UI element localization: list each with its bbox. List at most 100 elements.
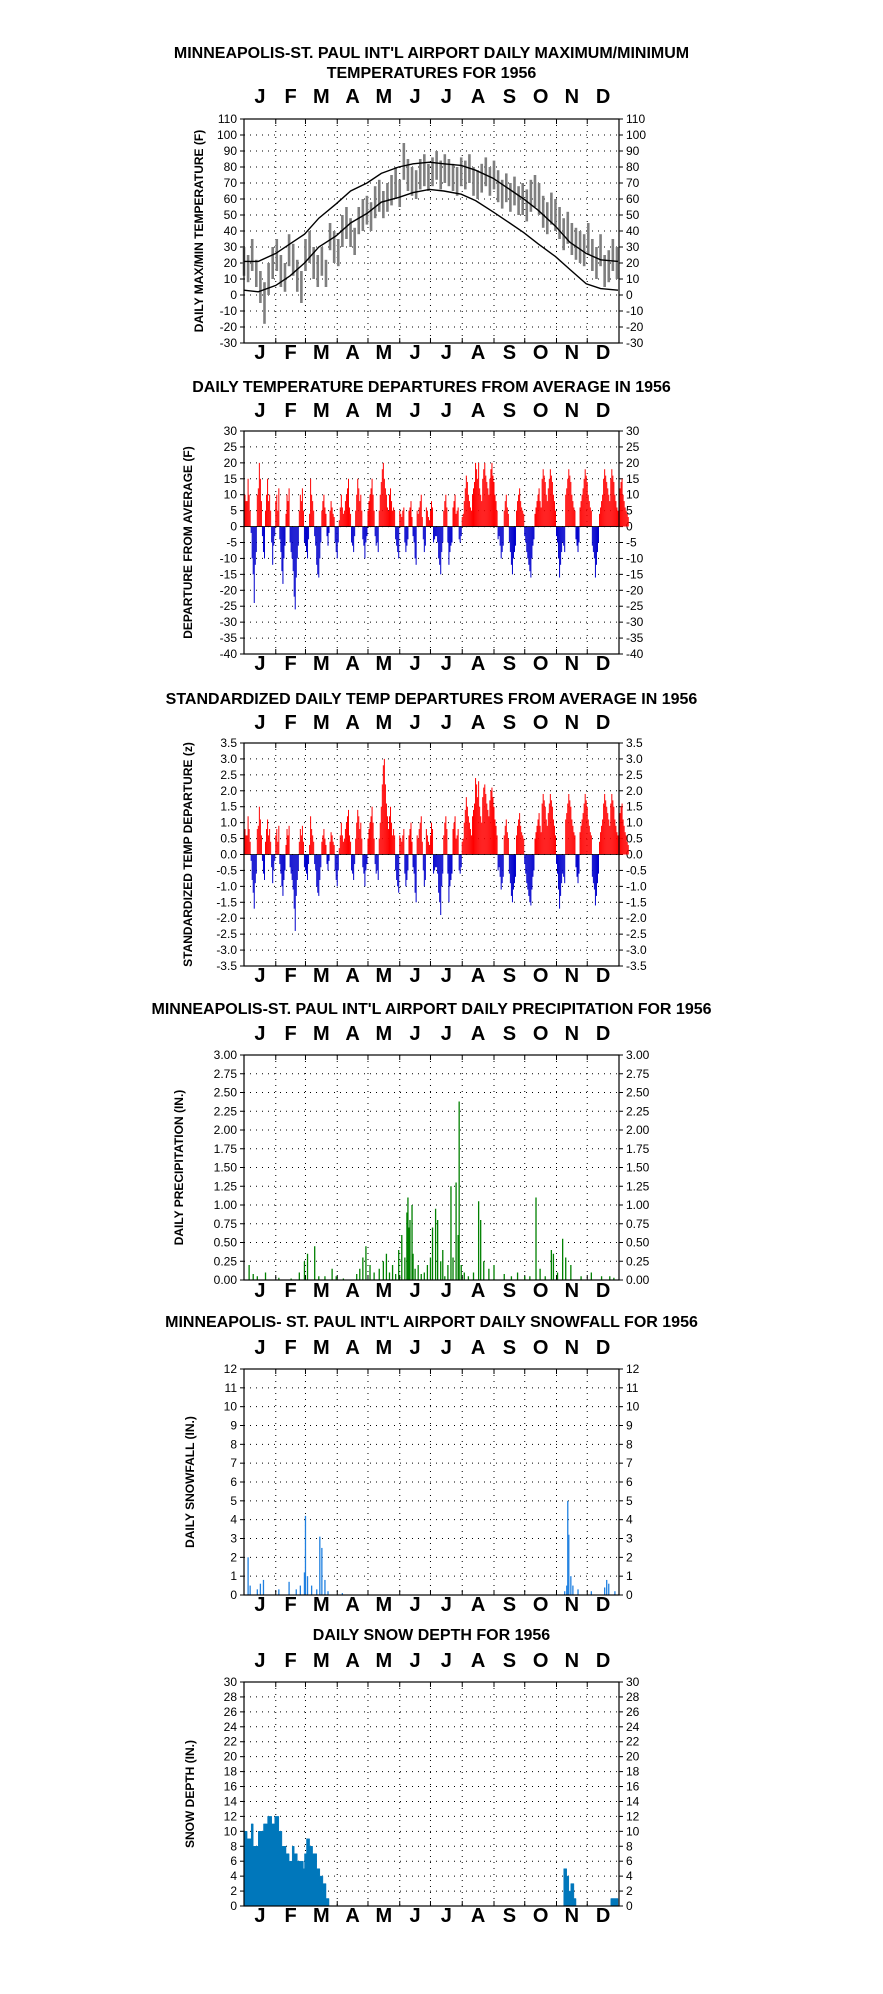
month-label-bottom: S — [503, 342, 516, 364]
y-tick-label-right: -3.5 — [626, 959, 647, 973]
y-tick-label-right: 100 — [626, 128, 646, 142]
y-tick-label-right: 1.0 — [626, 816, 643, 830]
month-label-top: A — [345, 1650, 359, 1672]
y-tick-label-right: 30 — [626, 240, 640, 254]
y-tick-label-left: 2 — [230, 1884, 237, 1898]
y-tick-label-right: -30 — [626, 336, 644, 350]
month-label-bottom: M — [376, 653, 393, 675]
month-label-top: A — [345, 712, 359, 734]
plot-frame — [243, 1681, 620, 1907]
chart-title: MINNEAPOLIS- ST. PAUL INT'L AIRPORT DAIL… — [165, 1314, 698, 1331]
y-tick-label-right: -10 — [626, 551, 644, 565]
y-tick-label-left: 50 — [224, 208, 238, 222]
y-tick-label-right: 30 — [626, 1675, 640, 1689]
y-axis-label: SNOW DEPTH (IN.) — [183, 1740, 197, 1848]
month-label-top: A — [471, 1337, 485, 1359]
month-label-bottom: J — [410, 653, 421, 675]
y-tick-label-left: 2.25 — [214, 1104, 238, 1118]
month-label-bottom: J — [410, 1905, 421, 1927]
month-label-bottom: J — [441, 1594, 452, 1616]
y-tick-label-right: 11 — [626, 1381, 639, 1395]
month-label-bottom: M — [313, 342, 330, 364]
month-label-bottom: F — [285, 1280, 297, 1302]
y-tick-label-left: -3.5 — [216, 959, 237, 973]
normal-low-line — [243, 188, 619, 293]
month-label-top: O — [533, 1023, 549, 1045]
month-label-bottom: M — [376, 1280, 393, 1302]
y-tick-label-left: 6 — [230, 1854, 237, 1868]
month-label-top: O — [533, 86, 549, 108]
y-tick-label-right: 6 — [626, 1475, 633, 1489]
y-tick-label-right: 1.5 — [626, 800, 643, 814]
month-label-top: D — [596, 1337, 610, 1359]
y-tick-label-left: -2.0 — [216, 911, 237, 925]
y-axis-label: DEPARTURE FROM AVERAGE (F) — [181, 446, 195, 638]
month-label-top: S — [503, 400, 516, 422]
month-label-top: M — [313, 86, 330, 108]
y-tick-label-right: 2 — [626, 1884, 633, 1898]
month-label-bottom: A — [471, 342, 485, 364]
y-tick-label-left: 1 — [230, 1569, 237, 1583]
y-tick-label-left: 30 — [224, 424, 238, 438]
month-label-bottom: J — [410, 1280, 421, 1302]
y-tick-label-left: 18 — [224, 1765, 238, 1779]
y-tick-label-right: 50 — [626, 208, 640, 222]
y-tick-label-right: 1 — [626, 1569, 633, 1583]
month-label-bottom: S — [503, 965, 516, 987]
month-label-top: M — [313, 400, 330, 422]
y-tick-label-right: 0.75 — [626, 1217, 650, 1231]
month-label-top: O — [533, 712, 549, 734]
normal-high-line — [244, 161, 619, 263]
month-label-top: F — [285, 712, 297, 734]
month-label-bottom: D — [596, 653, 610, 675]
y-tick-label-right: 2.50 — [626, 1086, 650, 1100]
y-tick-label-left: 3.5 — [220, 736, 237, 750]
y-tick-label-left: 0 — [230, 1588, 237, 1602]
month-label-top: M — [376, 1650, 393, 1672]
month-label-bottom: A — [345, 1594, 359, 1616]
y-tick-label-left: 2.5 — [220, 768, 237, 782]
y-tick-label-left: 2.00 — [214, 1123, 238, 1137]
month-label-top: S — [503, 1650, 516, 1672]
y-tick-label-right: 0.00 — [626, 1273, 650, 1287]
y-tick-label-left: 12 — [224, 1362, 238, 1376]
y-tick-label-right: 22 — [626, 1735, 640, 1749]
plot-frame — [243, 742, 620, 967]
y-tick-label-right: 5 — [626, 504, 633, 518]
y-tick-label-right: -35 — [626, 631, 644, 645]
y-tick-label-right: 12 — [626, 1809, 640, 1823]
data-marks — [248, 1101, 615, 1280]
y-tick-label-right: 1.00 — [626, 1198, 650, 1212]
month-label-top: J — [410, 1023, 421, 1045]
month-label-bottom: N — [565, 1905, 579, 1927]
y-tick-label-left: 70 — [224, 176, 238, 190]
month-label-top: O — [533, 400, 549, 422]
month-label-top: D — [596, 400, 610, 422]
month-label-top: J — [410, 400, 421, 422]
month-label-top: J — [441, 86, 452, 108]
y-tick-label-right: 10 — [626, 1824, 640, 1838]
y-tick-label-right: -40 — [626, 647, 644, 661]
chart-title: TEMPERATURES FOR 1956 — [327, 65, 537, 82]
month-label-top: A — [345, 1023, 359, 1045]
y-tick-label-left: 40 — [224, 224, 238, 238]
month-label-top: N — [565, 1337, 579, 1359]
y-tick-label-left: 16 — [224, 1780, 238, 1794]
chart-title: STANDARDIZED DAILY TEMP DEPARTURES FROM … — [166, 691, 698, 708]
chart-title: DAILY SNOW DEPTH FOR 1956 — [313, 1627, 550, 1644]
plot-frame — [243, 430, 620, 655]
month-label-bottom: J — [410, 342, 421, 364]
month-label-top: J — [441, 1337, 452, 1359]
y-tick-label-left: 0.5 — [220, 832, 237, 846]
month-label-bottom: M — [376, 1905, 393, 1927]
y-tick-label-left: 0.0 — [220, 848, 237, 862]
y-tick-label-right: 5 — [626, 1494, 633, 1508]
y-tick-label-right: -0.5 — [626, 863, 647, 877]
month-label-bottom: O — [533, 965, 549, 987]
month-label-bottom: J — [254, 1280, 265, 1302]
month-label-top: J — [410, 1337, 421, 1359]
y-tick-label-left: 0.00 — [214, 1273, 238, 1287]
month-label-bottom: J — [254, 1594, 265, 1616]
month-label-top: S — [503, 86, 516, 108]
y-tick-label-right: -1.0 — [626, 879, 647, 893]
